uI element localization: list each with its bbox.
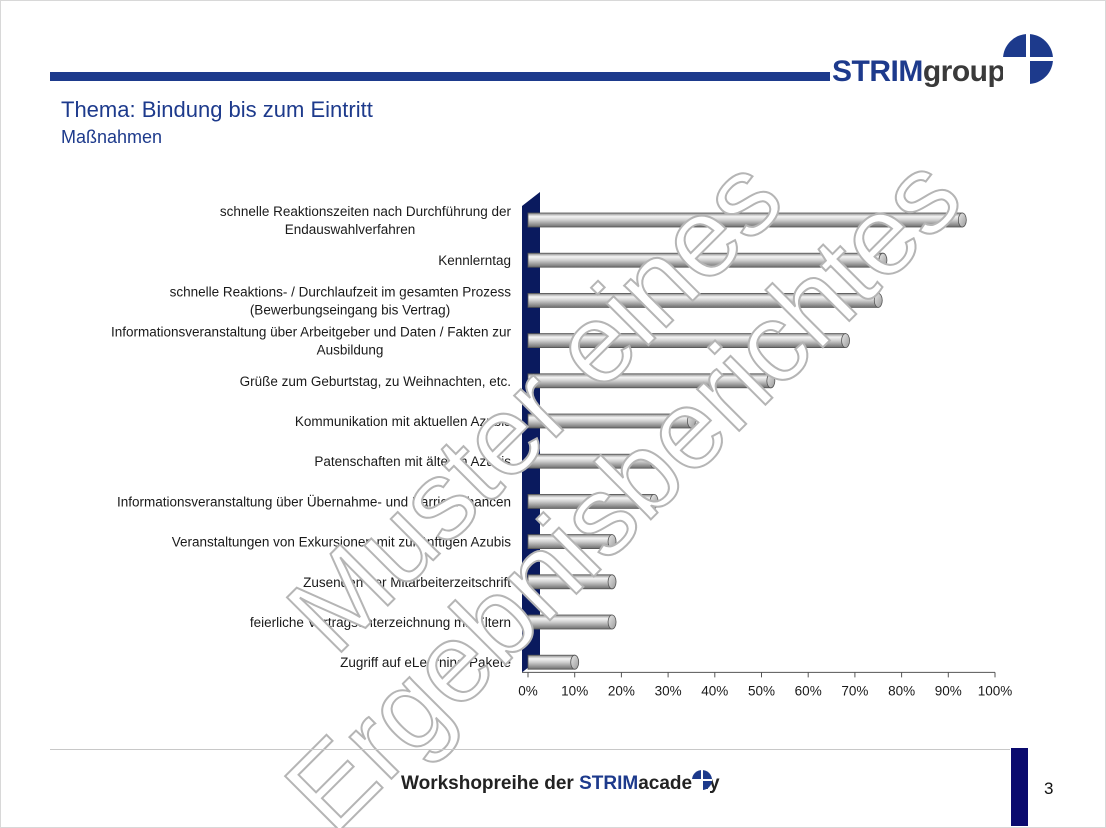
bar bbox=[527, 493, 659, 509]
x-tick-label: 60% bbox=[795, 683, 822, 698]
x-tick-label: 70% bbox=[841, 683, 868, 698]
category-label: Zugriff auf eLearning-Pakete bbox=[340, 655, 511, 670]
bar bbox=[527, 453, 659, 469]
x-tick-label: 50% bbox=[748, 683, 775, 698]
category-label: feierliche Vertragsunterzeichnung mit El… bbox=[250, 615, 511, 630]
category-label: Kennlerntag bbox=[438, 253, 511, 268]
x-tick-label: 90% bbox=[935, 683, 962, 698]
category-label: Patenschaften mit älteren Azubis bbox=[314, 454, 511, 469]
category-label: schnelle Reaktionszeiten nach Durchführu… bbox=[220, 204, 512, 237]
x-tick-label: 80% bbox=[888, 683, 915, 698]
bar bbox=[527, 574, 617, 590]
footer-brand-strim: STRIM bbox=[579, 773, 639, 794]
bar bbox=[527, 413, 696, 429]
x-tick-label: 30% bbox=[655, 683, 682, 698]
category-label: Kommunikation mit aktuellen Azubis bbox=[295, 414, 511, 429]
strimgroup-logo: STRIMgroup bbox=[832, 52, 1006, 92]
page-subtitle: Maßnahmen bbox=[61, 127, 163, 147]
page-number: 3 bbox=[1044, 779, 1054, 798]
bar bbox=[527, 292, 883, 308]
bar bbox=[527, 614, 617, 630]
x-tick-label: 100% bbox=[978, 683, 1013, 698]
category-label: Informationsveranstaltung über Übernahme… bbox=[117, 494, 511, 509]
footer-accent-bar bbox=[1011, 748, 1028, 826]
category-label: Informationsveranstaltung über Arbeitgeb… bbox=[111, 325, 511, 358]
academy-logo-icon bbox=[692, 770, 712, 790]
logo-globe-icon bbox=[1003, 34, 1053, 84]
logo-group-text: group bbox=[922, 55, 1006, 88]
category-label: Zusenden der Mitarbeiterzeitschrift bbox=[303, 575, 511, 590]
footer-prefix: Workshopreihe der bbox=[401, 773, 580, 794]
footer-text: Workshopreihe der STRIMacademy bbox=[401, 773, 720, 795]
bar bbox=[527, 212, 967, 228]
bar bbox=[527, 333, 850, 349]
x-tick-label: 20% bbox=[608, 683, 635, 698]
y-axis-wall bbox=[522, 192, 540, 673]
header-rule bbox=[50, 72, 830, 81]
bar bbox=[527, 654, 580, 670]
bar bbox=[527, 373, 776, 389]
footer-rule bbox=[50, 749, 1010, 750]
x-tick-label: 10% bbox=[561, 683, 588, 698]
bar bbox=[527, 534, 617, 549]
x-tick-label: 40% bbox=[701, 683, 728, 698]
x-tick-label: 0% bbox=[518, 683, 538, 698]
category-label: Veranstaltungen von Exkursionen mit zukü… bbox=[172, 535, 511, 550]
category-label: schnelle Reaktions- / Durchlaufzeit im g… bbox=[170, 284, 512, 317]
bar bbox=[527, 252, 888, 268]
logo-strim-text: STRIM bbox=[832, 55, 923, 88]
page-title: Thema: Bindung bis zum Eintritt bbox=[61, 97, 373, 122]
category-label: Grüße zum Geburtstag, zu Weihnachten, et… bbox=[240, 374, 511, 389]
